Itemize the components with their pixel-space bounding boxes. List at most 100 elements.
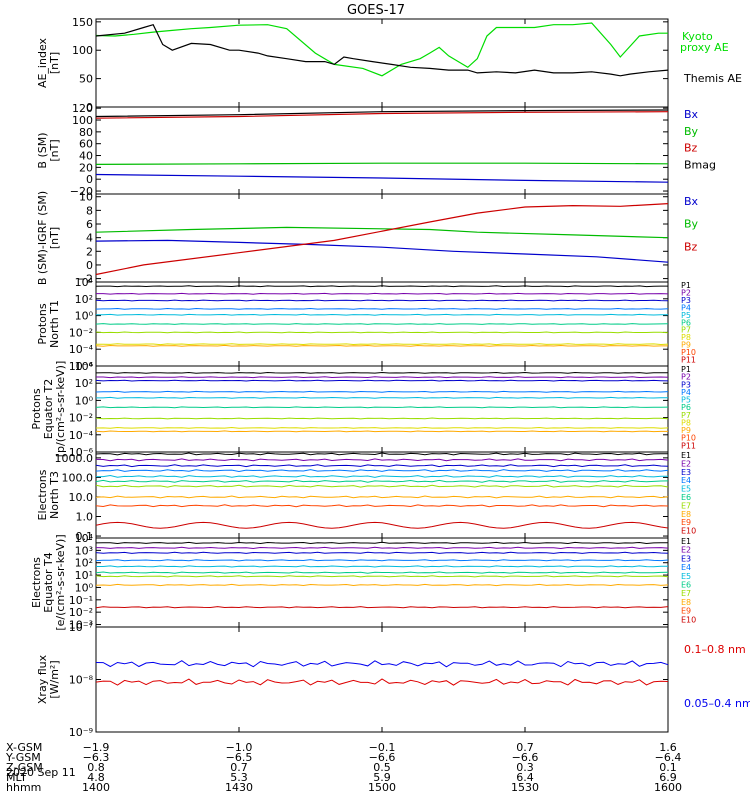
y-tick-label-enorth: 100.0	[62, 471, 94, 484]
x-tick-label: −6.3	[83, 751, 110, 764]
series-line-pequator-p8	[95, 426, 669, 429]
x-tick-label: −0.1	[369, 741, 396, 754]
legend-label-enorth: E5	[681, 485, 691, 494]
legend-label-eequator: E6	[681, 581, 691, 590]
legend-label-pequator: P7	[681, 411, 691, 420]
series-line-enorth-e7	[95, 484, 669, 488]
series-line-pnorth-p5	[96, 313, 668, 316]
y-tick-label-pequator: 10⁴	[75, 360, 94, 373]
legend-label-enorth: E4	[681, 476, 691, 485]
series-line-pnorth-p4	[95, 307, 669, 310]
series-line-eequator-e2	[95, 546, 669, 550]
series-line-bsm-by	[95, 162, 669, 165]
series-line-enorth-e5	[96, 474, 669, 478]
legend-label-pnorth: P10	[681, 348, 696, 357]
series-line-eequator-e5	[96, 565, 668, 568]
y-tick-label-ae: 50	[79, 73, 93, 86]
x-tick-label: 0.8	[87, 761, 105, 774]
y-axis-label-enorth: Electrons	[36, 469, 49, 520]
series-line-bigrf-bz	[95, 203, 669, 276]
legend-label-pequator: P3	[681, 380, 691, 389]
y-tick-label-eequator: 10⁴	[75, 532, 94, 545]
legend-label-bsm: Bmag	[684, 158, 716, 171]
x-tick-label: 6.9	[659, 771, 677, 784]
legend-label-pnorth: P6	[681, 318, 691, 327]
plot-title: GOES-17	[347, 3, 405, 18]
y-axis-label-pnorth: Protons	[36, 303, 49, 344]
series-line-pequator-p9	[95, 430, 668, 433]
y-tick-label-bigrf: −2	[77, 273, 93, 286]
legend-label-pequator: P1	[681, 365, 691, 374]
legend-label-eequator: E8	[681, 598, 691, 607]
y-tick-label-xray: 10⁻⁷	[69, 621, 93, 634]
y-tick-label-bigrf: 2	[86, 245, 93, 258]
series-line-enorth-e6	[95, 479, 669, 483]
legend-label-pnorth: P8	[681, 333, 691, 342]
legend-label-eequator: E4	[681, 563, 691, 572]
y-tick-label-pnorth: 10⁻⁶	[69, 360, 94, 373]
x-tick-label: 1.6	[659, 741, 677, 754]
legend-label-eequator: E7	[681, 589, 691, 598]
legend-label-enorth: E8	[681, 510, 691, 519]
y-tick-label-pequator: 10⁻⁴	[69, 429, 94, 442]
series-line-eequator-e10	[95, 606, 669, 609]
y-axis-label-eequator: [e/(cm²-s-sr-keV)]	[54, 534, 67, 630]
series-line-pnorth-p6	[95, 323, 669, 325]
series-line-enorth-e2	[95, 458, 669, 462]
series-line-pequator-p5	[96, 396, 669, 399]
series-line-eequator-e7	[95, 575, 669, 578]
date-label: 2020 Sep 11	[6, 766, 76, 779]
legend-label-pequator: P4	[681, 388, 691, 397]
series-line-pnorth-p7	[95, 331, 669, 334]
x-tick-label: 1600	[654, 781, 682, 794]
series-line-eequator-e8	[95, 583, 669, 587]
legend-label-ae: proxy AE	[680, 41, 729, 54]
legend-label-pnorth: P4	[681, 303, 691, 312]
y-tick-label-xray: 10⁻⁹	[69, 726, 93, 739]
series-line-pnorth-p3	[95, 299, 669, 302]
legend-label-enorth: E7	[681, 501, 691, 510]
y-tick-label-eequator: 10⁻¹	[69, 594, 93, 607]
series-line-pequator-p7	[95, 417, 669, 420]
series-line-enorth-e10	[95, 521, 669, 529]
x-axis-row-label: X-GSM	[6, 741, 42, 754]
x-axis-row-label: Y-GSM	[5, 751, 41, 764]
y-tick-label-bsm: 20	[79, 161, 93, 174]
y-axis-label-pequator: Protons	[30, 388, 43, 429]
y-axis-label-ae: AE_index	[36, 37, 49, 88]
legend-label-xray: 0.05–0.4 nm	[684, 697, 750, 710]
x-tick-label: 5.9	[373, 771, 391, 784]
y-tick-label-eequator: 10⁻²	[69, 606, 93, 619]
series-line-pequator-p6	[95, 406, 669, 409]
y-axis-label-bigrf: B (SM)-IGRF (SM)	[36, 191, 49, 285]
legend-label-pnorth: P1	[681, 281, 691, 290]
legend-label-xray: 0.1–0.8 nm	[684, 643, 746, 656]
series-line-pnorth-p9	[95, 344, 668, 347]
x-tick-label: 5.3	[230, 771, 248, 784]
y-tick-label-pnorth: 10⁻²	[69, 326, 93, 339]
legend-label-enorth: E9	[681, 518, 691, 527]
y-tick-label-pnorth: 10⁰	[75, 310, 94, 323]
series-line-eequator-e3	[95, 551, 669, 554]
series-line-enorth-e9	[95, 504, 669, 508]
legend-label-enorth: E2	[681, 459, 691, 468]
legend-label-ae: Themis AE	[683, 72, 742, 85]
y-tick-label-ae: 150	[72, 16, 93, 29]
y-tick-label-bsm: 80	[79, 126, 93, 139]
y-tick-label-pnorth: 10⁻⁴	[69, 343, 94, 356]
y-tick-label-bsm: 120	[72, 102, 93, 115]
legend-label-bigrf: Bz	[684, 240, 698, 253]
legend-label-enorth: E10	[681, 527, 696, 536]
x-tick-label: 0.5	[373, 761, 391, 774]
y-tick-label-bsm: 100	[72, 114, 93, 127]
y-axis-label-eequator: Electrons	[30, 557, 43, 608]
legend-label-bigrf: By	[684, 218, 699, 231]
y-axis-label-xray: [W/m²]	[48, 660, 61, 698]
legend-label-pnorth: P11	[681, 356, 696, 365]
panel-frame-pequator	[95, 365, 669, 453]
legend-label-ae: Kyoto	[682, 30, 713, 43]
x-tick-label: 1530	[511, 781, 539, 794]
y-tick-label-bsm: −20	[70, 185, 93, 198]
x-axis-row-label: hhmm	[6, 781, 41, 794]
series-line-enorth-e3	[95, 464, 669, 468]
